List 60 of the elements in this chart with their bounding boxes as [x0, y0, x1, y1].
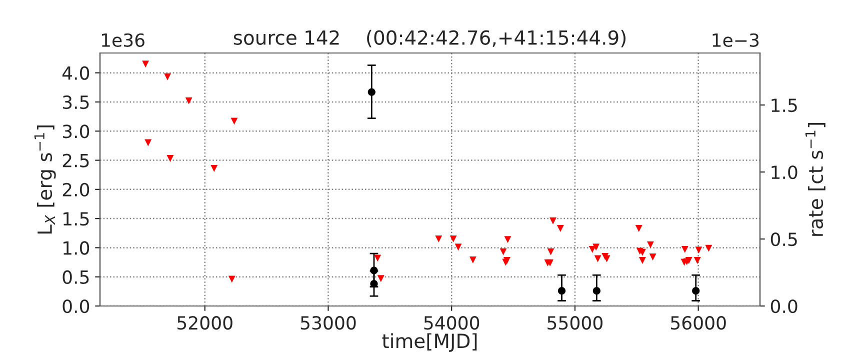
point — [166, 155, 174, 162]
y-tick-label: 2.0 — [62, 182, 90, 197]
y2-tick-label: 1.0 — [772, 165, 798, 180]
point — [550, 217, 556, 224]
point — [230, 118, 238, 125]
point — [705, 244, 712, 252]
y-tick-label: 1.0 — [64, 241, 90, 255]
x-tick-label: 56000 — [670, 316, 726, 330]
point — [144, 139, 152, 146]
point — [368, 88, 376, 96]
x-tick-label: 53000 — [300, 316, 356, 330]
point — [646, 241, 654, 248]
point — [370, 280, 378, 288]
point — [547, 248, 554, 256]
point — [695, 246, 702, 254]
y2-tick-label: 1.5 — [772, 98, 797, 112]
y-tick-label: 0.5 — [62, 270, 89, 284]
point — [504, 236, 512, 244]
point — [544, 259, 552, 266]
y-tick-label: 2.5 — [62, 154, 89, 168]
y2-tick-label: 0.0 — [770, 299, 798, 314]
text: 1e36 — [102, 33, 144, 47]
point — [592, 287, 600, 295]
y-tick-label: 1.5 — [64, 212, 89, 226]
point — [649, 254, 656, 261]
x-axis-title: time[MJD] — [382, 333, 477, 352]
point — [450, 235, 457, 242]
text: 1e−3 — [712, 33, 759, 47]
point — [558, 287, 566, 295]
point — [635, 224, 642, 232]
point — [692, 287, 700, 295]
point — [594, 255, 602, 262]
x-tick-label: 52000 — [178, 316, 232, 330]
y-tick-label: 3.0 — [62, 124, 90, 138]
point — [142, 60, 149, 68]
point — [374, 254, 382, 262]
point — [454, 244, 462, 251]
x-tick-label: 55000 — [548, 316, 602, 330]
point — [370, 266, 378, 274]
x-tick-label: 54000 — [424, 316, 480, 330]
y-tick-label: 4.0 — [62, 66, 90, 80]
point — [210, 164, 218, 172]
chart-title: source 142 (00:42:42.76,+41:15:44.9) — [234, 30, 626, 48]
point — [377, 275, 384, 282]
point — [500, 248, 507, 256]
point — [694, 257, 701, 264]
point — [638, 257, 646, 264]
point — [435, 235, 442, 242]
y-axis-title: L$_{X}$ [erg s$^{−1}$] — [34, 125, 56, 234]
point — [469, 256, 476, 264]
point — [556, 224, 564, 232]
y-tick-label: 0.0 — [62, 299, 90, 314]
point — [228, 276, 236, 283]
y2-axis-title: rate [ct s$^{−1}$] — [805, 123, 826, 236]
point — [185, 97, 192, 104]
point — [164, 73, 171, 80]
y2-tick-label: 0.5 — [770, 232, 797, 246]
y-tick-label: 3.5 — [62, 95, 89, 110]
point — [681, 246, 688, 253]
point — [592, 244, 600, 251]
